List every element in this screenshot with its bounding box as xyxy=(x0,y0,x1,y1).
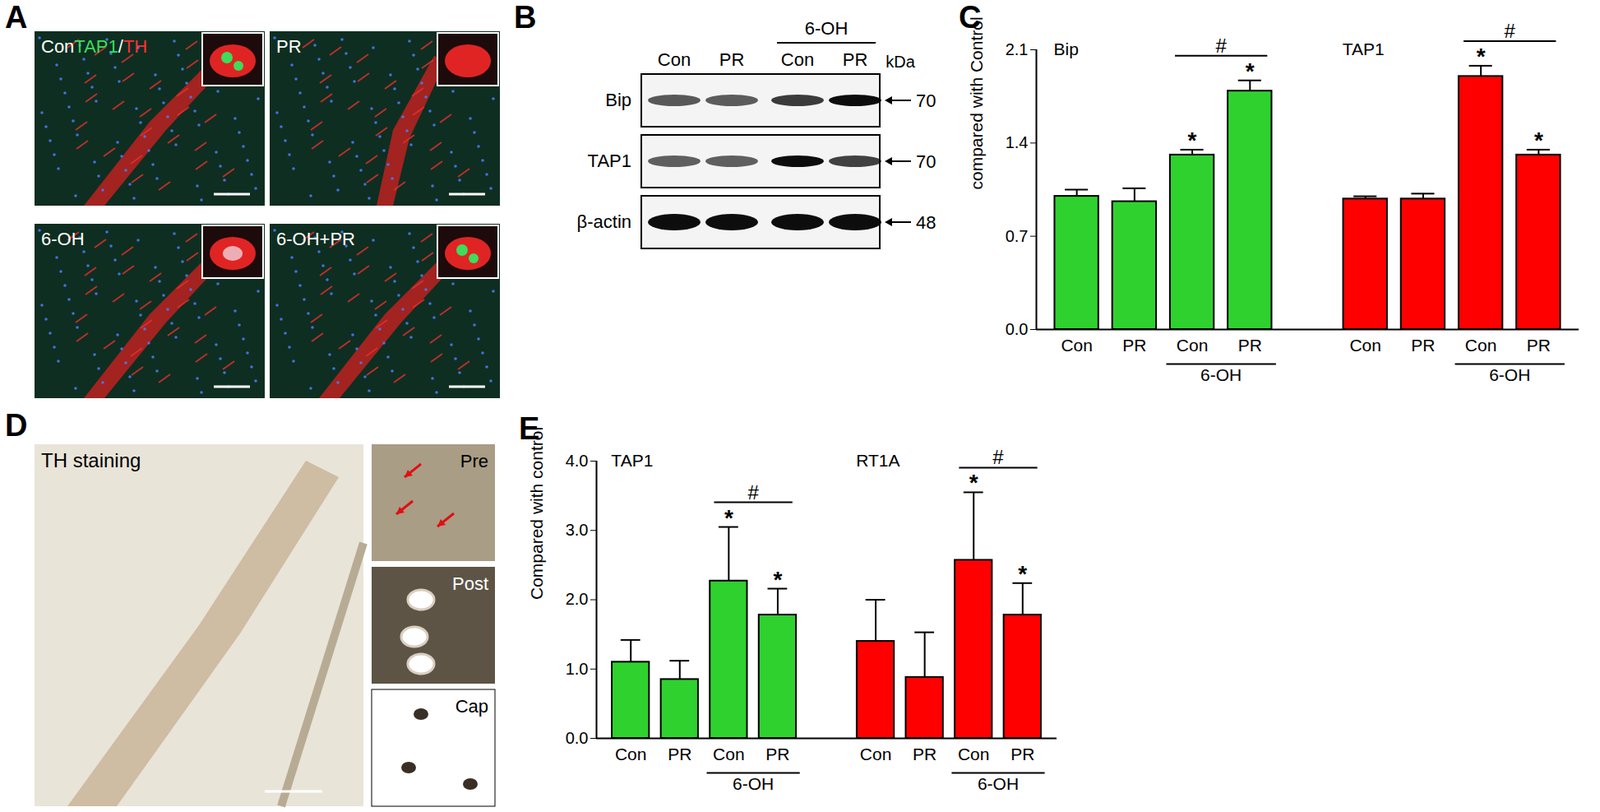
svg-text:1.4: 1.4 xyxy=(1005,133,1029,152)
svg-text:0.7: 0.7 xyxy=(1005,226,1029,246)
svg-text:70: 70 xyxy=(915,90,936,111)
svg-text:Con: Con xyxy=(712,744,745,764)
svg-text:6-OH: 6-OH xyxy=(732,773,774,793)
svg-text:Cap: Cap xyxy=(455,695,489,717)
svg-text:compared with Control: compared with Control xyxy=(966,16,986,190)
svg-text:*: * xyxy=(969,469,979,495)
svg-text:TAP1: TAP1 xyxy=(587,150,632,172)
svg-text:PR: PR xyxy=(719,49,745,70)
svg-text:6-OH: 6-OH xyxy=(1489,365,1531,384)
svg-text:#: # xyxy=(1216,34,1228,57)
svg-text:Pre: Pre xyxy=(460,450,489,472)
svg-text:kDa: kDa xyxy=(885,52,916,71)
svg-text:Con: Con xyxy=(1465,335,1498,355)
svg-text:6-OH: 6-OH xyxy=(804,18,849,39)
svg-text:*: * xyxy=(724,504,734,531)
svg-text:Con: Con xyxy=(1349,335,1382,355)
svg-text:*: * xyxy=(1017,560,1027,587)
svg-text:1.0: 1.0 xyxy=(565,659,589,678)
svg-text:6-OH: 6-OH xyxy=(41,228,85,250)
svg-text:*: * xyxy=(1188,127,1198,153)
svg-text:RT1A: RT1A xyxy=(855,450,900,470)
svg-text:PR: PR xyxy=(912,744,937,764)
svg-text:*: * xyxy=(1534,127,1544,153)
svg-text:#: # xyxy=(747,480,759,504)
svg-text:ConTAP1/TH: ConTAP1/TH xyxy=(41,36,148,57)
svg-text:70: 70 xyxy=(915,151,936,172)
svg-text:Con: Con xyxy=(1176,335,1209,355)
svg-text:Con: Con xyxy=(657,49,691,70)
svg-text:PR: PR xyxy=(1238,335,1263,355)
svg-text:PR: PR xyxy=(1010,744,1035,764)
svg-text:PR: PR xyxy=(667,744,692,764)
svg-text:PR: PR xyxy=(276,36,302,57)
svg-text:0.0: 0.0 xyxy=(565,728,589,747)
svg-text:Con: Con xyxy=(860,744,893,764)
svg-text:TAP1: TAP1 xyxy=(610,450,653,470)
svg-text:TAP1: TAP1 xyxy=(1342,39,1385,59)
svg-text:Con: Con xyxy=(1060,335,1093,355)
svg-text:6-OH: 6-OH xyxy=(1200,365,1242,384)
svg-text:TH staining: TH staining xyxy=(41,448,141,472)
svg-text:#: # xyxy=(1504,19,1517,42)
svg-text:Con: Con xyxy=(957,744,990,764)
svg-text:2.0: 2.0 xyxy=(565,589,589,608)
svg-text:*: * xyxy=(1476,43,1486,70)
svg-text:3.0: 3.0 xyxy=(565,520,589,539)
svg-text:β-actin: β-actin xyxy=(577,211,632,232)
svg-text:Post: Post xyxy=(452,573,489,594)
svg-text:4.0: 4.0 xyxy=(565,451,589,470)
svg-text:#: # xyxy=(992,445,1004,468)
svg-text:Bip: Bip xyxy=(605,89,632,111)
svg-text:*: * xyxy=(1245,58,1255,84)
svg-text:2.1: 2.1 xyxy=(1005,40,1029,59)
svg-text:6-OH+PR: 6-OH+PR xyxy=(276,228,356,250)
svg-text:PR: PR xyxy=(842,49,869,70)
svg-text:PR: PR xyxy=(1410,335,1435,355)
svg-text:48: 48 xyxy=(915,212,936,233)
svg-text:6-OH: 6-OH xyxy=(977,773,1019,793)
svg-text:Compared with control: Compared with control xyxy=(527,426,546,600)
svg-text:Bip: Bip xyxy=(1054,39,1079,59)
svg-text:PR: PR xyxy=(1526,335,1551,355)
svg-text:PR: PR xyxy=(1122,335,1147,355)
svg-text:Con: Con xyxy=(615,744,648,764)
svg-text:PR: PR xyxy=(765,744,790,764)
svg-text:*: * xyxy=(772,566,782,592)
svg-text:0.0: 0.0 xyxy=(1005,319,1029,338)
svg-text:Con: Con xyxy=(781,49,814,70)
